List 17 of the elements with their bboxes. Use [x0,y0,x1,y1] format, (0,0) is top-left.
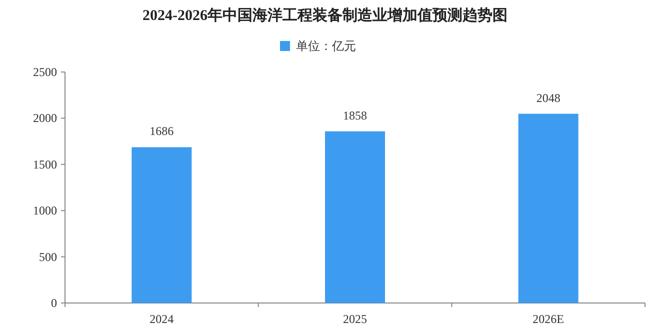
y-tick-label: 0 [51,296,57,310]
x-tick-label: 2024 [150,312,174,326]
x-tick-label: 2025 [343,312,367,326]
data-label: 2048 [536,90,560,105]
y-tick-label: 500 [39,250,57,264]
bar [518,114,578,303]
y-tick-label: 1500 [33,157,57,172]
y-tick-label: 1000 [33,204,57,218]
data-label: 1686 [150,124,174,138]
y-tick-label: 2500 [33,65,57,79]
legend-label: 单位：亿元 [296,39,356,53]
chart-title: 2024-2026年中国海洋工程装备制造业增加值预测趋势图 [142,7,508,24]
bar [325,131,385,303]
x-tick-label: 2026E [532,312,564,326]
data-label: 1858 [343,108,367,122]
bar [132,147,192,303]
y-tick-label: 2000 [33,111,57,126]
